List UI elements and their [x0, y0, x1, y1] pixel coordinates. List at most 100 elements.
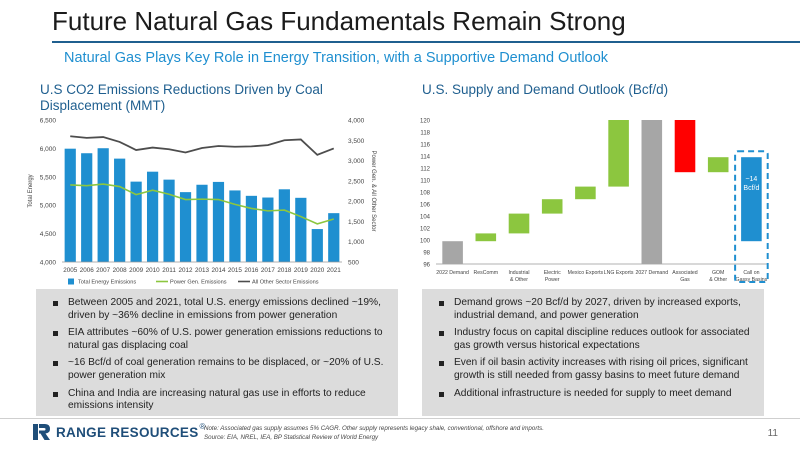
y-tick-label: 120 [420, 118, 431, 124]
x-tick-label: 2013 [195, 267, 210, 274]
bar-total-energy [97, 148, 109, 262]
bar-total-energy [146, 171, 159, 262]
waterfall-bar [442, 241, 463, 264]
y2-tick-label: 1,000 [348, 239, 365, 246]
y-tick-label: 6,500 [40, 118, 57, 125]
y-tick-label: 114 [420, 154, 430, 160]
footer-divider [0, 418, 800, 419]
x-tick-label: Gassy Basins [736, 277, 768, 283]
bar-total-energy [130, 181, 142, 262]
bar-total-energy [64, 148, 76, 262]
x-tick-label: ResComm [474, 270, 499, 276]
right-bullet-box: Demand grows ~20 Bcf/d by 2027, driven b… [422, 289, 764, 416]
x-tick-label: 2018 [277, 267, 292, 274]
bar-total-energy [278, 189, 290, 262]
x-tick-label: 2020 [310, 267, 325, 274]
x-tick-label: 2022 Demand [436, 270, 469, 276]
y-tick-label: 102 [420, 226, 431, 232]
y-tick-label: 96 [423, 262, 430, 268]
y-tick-label: 4,500 [40, 231, 57, 238]
y2-tick-label: 1,500 [348, 219, 365, 226]
y-tick-label: 116 [420, 142, 430, 148]
y-tick-label: 112 [420, 166, 430, 172]
supply-demand-chart: 96 98 100 102 104 106 108 110 112 114 116 118 120 202… [420, 118, 769, 284]
bar-total-energy [196, 184, 208, 262]
page-number: 11 [767, 428, 778, 439]
y2-tick-label: 3,000 [348, 158, 365, 165]
legend-label: Total Energy Emissions [78, 280, 136, 286]
bar-total-energy [328, 213, 340, 262]
bullet-item: ~16 Bcf/d of coal generation remains to … [50, 357, 388, 382]
x-tick-label: Mexico Exports [568, 270, 604, 276]
left-bullet-box: Between 2005 and 2021, total U.S. energy… [36, 289, 398, 416]
bullet-item: EIA attributes ~60% of U.S. power genera… [50, 327, 388, 352]
call-on-gassy-highlight [734, 150, 769, 284]
x-tick-label: GOM [712, 270, 724, 276]
registered-mark: ® [199, 422, 206, 431]
x-tick-label: Associated [672, 270, 697, 276]
right-chart-title: U.S. Supply and Demand Outlook (Bcf/d) [422, 82, 669, 97]
bar-total-energy [262, 197, 274, 262]
y-tick-label: 98 [423, 250, 430, 256]
waterfall-bar [674, 120, 696, 173]
x-tick-label: 2016 [244, 267, 259, 274]
y-tick-label: 6,000 [40, 146, 57, 153]
company-logo: RANGE RESOURCES ® [32, 422, 205, 442]
annotation-label: Bcf/d [743, 185, 759, 192]
x-tick-label: LNG Exports [604, 270, 634, 276]
y2-tick-label: 4,000 [348, 118, 365, 125]
waterfall-bar [508, 213, 530, 234]
waterfall-bar [641, 120, 663, 264]
page-subtitle: Natural Gas Plays Key Role in Energy Tra… [64, 50, 609, 66]
legend-label: Power Gen. Emissions [170, 280, 227, 286]
x-tick-label: Gas [680, 277, 690, 283]
logo-wordmark: RANGE RESOURCES [56, 424, 199, 440]
x-tick-label: 2006 [80, 267, 95, 274]
bullet-item: Industry focus on capital discipline red… [436, 327, 754, 352]
bullet-item: Demand grows ~20 Bcf/d by 2027, driven b… [436, 297, 754, 322]
emissions-chart: 4,000 4,500 5,000 5,500 6,000 6,500 500 1,000 1,… [28, 118, 376, 286]
y-tick-label: 106 [420, 202, 431, 208]
x-tick-label: 2010 [146, 267, 161, 274]
legend-swatch [68, 278, 74, 285]
bar-total-energy [212, 181, 225, 262]
bullet-item: China and India are increasing natural g… [50, 388, 388, 413]
x-tick-label: Industrial [508, 270, 529, 276]
title-divider [52, 41, 800, 43]
waterfall-bar [608, 120, 629, 187]
bar-total-energy [81, 153, 93, 262]
x-tick-label: Power [545, 277, 560, 283]
x-tick-label: 2009 [129, 267, 144, 274]
bar-total-energy [295, 197, 307, 262]
x-tick-label: 2005 [63, 267, 78, 274]
y-tick-label: 118 [420, 130, 430, 136]
waterfall-bar [575, 186, 596, 200]
y2-tick-label: 500 [348, 260, 359, 267]
bullet-item: Between 2005 and 2021, total U.S. energy… [50, 297, 388, 322]
y2-axis-title: Power Gen. & All Other Sector [370, 150, 376, 231]
x-tick-label: Call on [743, 270, 759, 276]
y-tick-label: 104 [420, 214, 431, 220]
x-tick-label: Electric [544, 270, 561, 276]
page-title: Future Natural Gas Fundamentals Remain S… [52, 6, 626, 36]
bar-total-energy [229, 190, 241, 262]
y-tick-label: 100 [420, 238, 431, 244]
bar-total-energy [179, 192, 192, 262]
x-tick-label: 2014 [211, 267, 226, 274]
legend-label: All Other Sector Emissions [252, 280, 319, 286]
x-tick-label: & Other [709, 277, 727, 283]
y-axis-title: Total Energy [28, 174, 34, 207]
left-chart-title: U.S CO2 Emissions Reductions Driven by C… [40, 82, 323, 113]
y-tick-label: 5,500 [40, 174, 57, 181]
x-tick-label: 2015 [228, 267, 243, 274]
waterfall-bar [741, 157, 762, 242]
bar-total-energy [311, 229, 323, 262]
x-tick-label: 2021 [327, 267, 342, 274]
y2-tick-label: 2,500 [348, 178, 365, 185]
waterfall-bar [541, 199, 563, 214]
x-tick-label: & Other [510, 277, 528, 283]
x-tick-label: 2008 [113, 267, 128, 274]
x-tick-label: 2012 [179, 267, 194, 274]
range-logo-icon [33, 424, 50, 440]
bar-total-energy [114, 158, 126, 262]
